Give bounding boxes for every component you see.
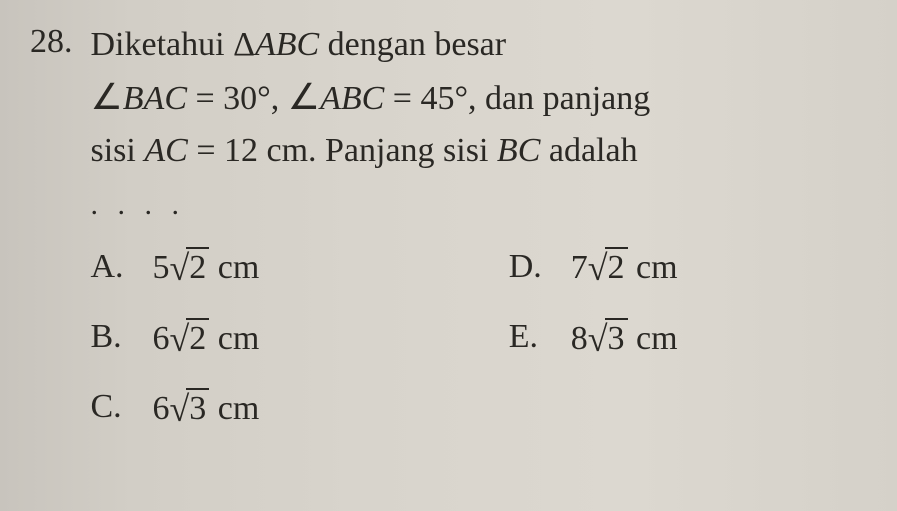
text-segment: = 12 cm. Panjang sisi (188, 132, 497, 169)
radicand: 3 (605, 318, 628, 357)
text-segment: sisi (91, 132, 145, 169)
radicand: 2 (186, 318, 209, 357)
sqrt-expr: √2 (170, 240, 210, 292)
question-line-2: ∠BAC = 30°, ∠ABC = 45°, dan panjang (91, 71, 868, 123)
coefficient: 7 (571, 249, 588, 286)
unit: cm (628, 249, 678, 286)
side-name: BC (497, 132, 540, 169)
radicand: 2 (186, 247, 209, 286)
option-value: 6√2 cm (153, 311, 260, 363)
option-label: A. (91, 242, 131, 291)
options-grid: A. 5√2 cm D. 7√2 cm B. 6√2 cm E. (91, 240, 868, 433)
coefficient: 5 (153, 249, 170, 286)
option-value: 8√3 cm (571, 311, 678, 363)
text-segment: Diketahui Δ (91, 26, 255, 63)
radicand: 3 (186, 388, 209, 427)
question-line-1: Diketahui ΔABC dengan besar (91, 20, 868, 69)
text-segment: = 30°, (187, 80, 288, 117)
sqrt-sign-icon: √ (170, 313, 190, 365)
option-label: E. (509, 312, 549, 361)
option-label: C. (91, 382, 131, 431)
text-segment: dengan besar (319, 26, 506, 63)
ellipsis-dots: . . . . (91, 183, 868, 227)
option-value: 6√3 cm (153, 381, 260, 433)
angle-name: ABC (320, 80, 384, 117)
side-name: AC (144, 132, 187, 169)
text-segment: adalah (540, 132, 637, 169)
unit: cm (209, 249, 259, 286)
option-a: A. 5√2 cm (91, 240, 449, 292)
unit: cm (209, 320, 259, 357)
option-label: D. (509, 242, 549, 291)
option-value: 5√2 cm (153, 240, 260, 292)
unit: cm (209, 390, 259, 427)
radicand: 2 (605, 247, 628, 286)
question-container: 28. Diketahui ΔABC dengan besar ∠BAC = 3… (30, 20, 867, 433)
option-label: B. (91, 312, 131, 361)
angle-symbol: ∠ (91, 77, 123, 117)
option-e: E. 8√3 cm (509, 311, 867, 363)
coefficient: 8 (571, 320, 588, 357)
coefficient: 6 (153, 390, 170, 427)
triangle-name: ABC (255, 26, 319, 63)
question-body: Diketahui ΔABC dengan besar ∠BAC = 30°, … (91, 20, 868, 433)
option-d: D. 7√2 cm (509, 240, 867, 292)
sqrt-expr: √2 (588, 240, 628, 292)
coefficient: 6 (153, 320, 170, 357)
sqrt-expr: √2 (170, 311, 210, 363)
sqrt-sign-icon: √ (588, 242, 608, 294)
sqrt-sign-icon: √ (170, 383, 190, 435)
option-b: B. 6√2 cm (91, 311, 449, 363)
angle-symbol: ∠ (288, 77, 320, 117)
sqrt-expr: √3 (588, 311, 628, 363)
sqrt-sign-icon: √ (588, 313, 608, 365)
sqrt-expr: √3 (170, 381, 210, 433)
question-number: 28. (30, 20, 73, 64)
sqrt-sign-icon: √ (170, 242, 190, 294)
angle-name: BAC (123, 80, 187, 117)
option-value: 7√2 cm (571, 240, 678, 292)
text-segment: = 45°, dan panjang (384, 80, 650, 117)
unit: cm (628, 320, 678, 357)
option-c: C. 6√3 cm (91, 381, 449, 433)
question-line-3: sisi AC = 12 cm. Panjang sisi BC adalah (91, 126, 868, 175)
